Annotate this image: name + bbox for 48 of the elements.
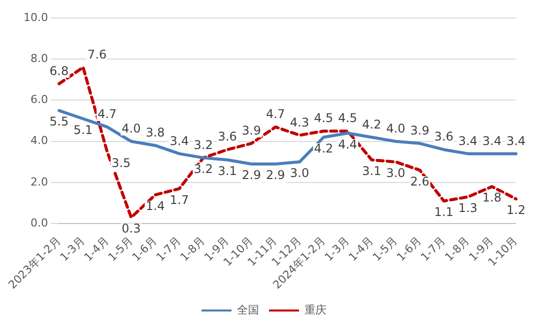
data-label: 2.9 (242, 168, 261, 182)
data-label: 4.2 (314, 141, 334, 156)
data-label: 3.6 (434, 130, 454, 144)
data-label: 3.2 (194, 138, 213, 152)
y-tick-label: 0.0 (30, 216, 48, 230)
legend-label: 重庆 (304, 303, 326, 316)
data-label: 4.7 (266, 107, 286, 122)
data-label: 2.9 (266, 168, 286, 182)
data-label: 3.0 (290, 166, 310, 180)
data-label: 3.4 (506, 134, 526, 148)
data-label: 1.3 (458, 201, 478, 216)
data-label: 1.4 (146, 198, 165, 213)
y-tick-label: 2.0 (30, 175, 48, 188)
legend-label: 全国 (237, 303, 259, 316)
data-label: 5.5 (50, 114, 69, 129)
data-label: 4.3 (290, 115, 310, 130)
data-label: 3.2 (194, 162, 213, 176)
data-label: 2.6 (410, 174, 430, 188)
data-label: 4.4 (338, 137, 358, 152)
data-label: 3.9 (410, 124, 430, 138)
data-label: 3.6 (218, 130, 237, 144)
data-label: 4.2 (362, 117, 382, 132)
y-tick-label: 10.0 (24, 10, 48, 24)
data-label: 7.6 (88, 47, 107, 62)
data-label: 1.1 (434, 205, 454, 220)
data-label: 3.4 (458, 134, 478, 148)
data-label: 3.8 (146, 126, 165, 140)
data-label: 3.0 (386, 166, 406, 180)
data-label: 3.9 (242, 124, 261, 138)
data-label: 6.8 (50, 64, 69, 78)
data-label: 4.7 (98, 107, 117, 122)
data-label: 3.1 (362, 164, 382, 178)
data-label: 3.1 (218, 164, 237, 178)
data-label: 0.3 (122, 222, 141, 236)
data-label: 4.0 (122, 121, 141, 136)
data-label: 4.5 (314, 111, 334, 126)
data-label: 5.1 (74, 122, 93, 137)
y-tick-label: 4.0 (30, 134, 48, 148)
data-label: 3.4 (170, 134, 189, 148)
y-tick-label: 6.0 (30, 93, 48, 106)
data-label: 1.8 (482, 190, 502, 205)
data-label: 3.5 (112, 156, 131, 170)
data-label: 1.7 (170, 192, 189, 207)
y-tick-label: 8.0 (30, 52, 48, 65)
data-label: 4.0 (386, 121, 406, 136)
data-label: 3.4 (482, 134, 502, 148)
data-label: 4.5 (338, 111, 358, 126)
data-label: 1.2 (506, 203, 526, 218)
